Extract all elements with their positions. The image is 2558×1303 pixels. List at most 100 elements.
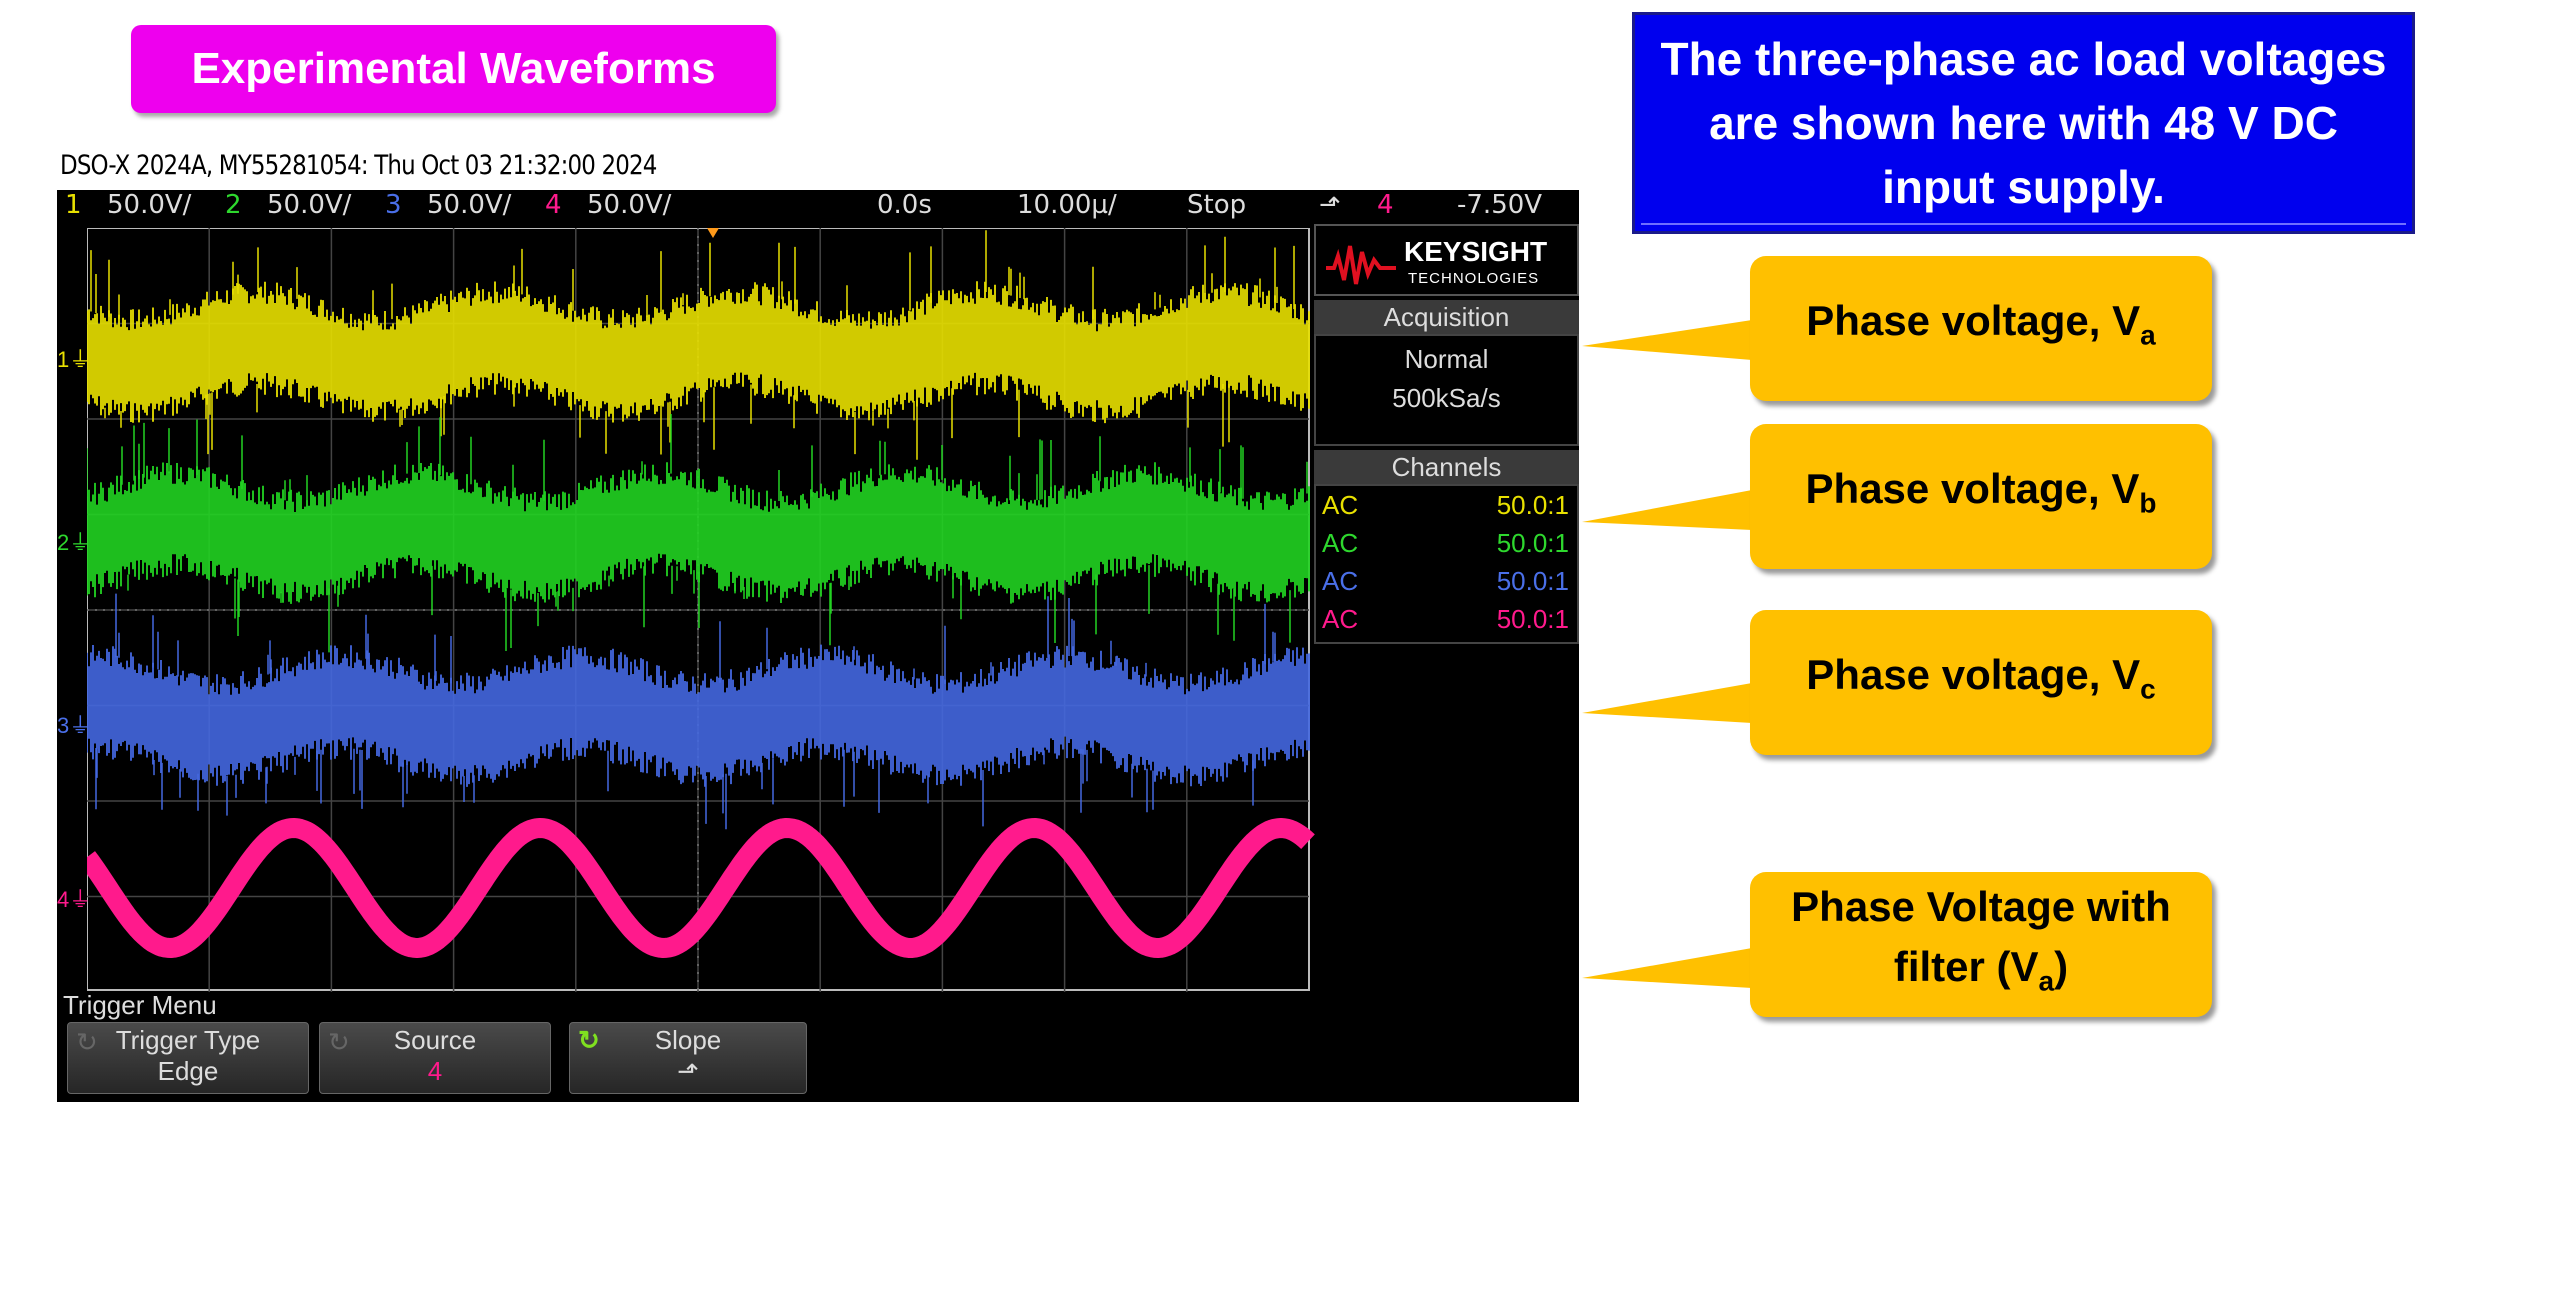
scope-header: DSO-X 2024A, MY55281054: Thu Oct 03 21:3…: [60, 150, 657, 181]
brand-name: KEYSIGHT: [1404, 236, 1548, 267]
channel-1-marker-label: 1: [57, 347, 70, 372]
callout-va: Phase voltage, Va: [1750, 256, 2212, 401]
acquisition-title: Acquisition: [1383, 302, 1510, 332]
time-scale[interactable]: 10.00µ/: [1017, 190, 1117, 220]
channel-probe: 50.0:1: [1496, 566, 1569, 596]
callout-text: Phase voltage, Vc: [1806, 645, 2155, 719]
ch3-scale[interactable]: 50.0V/: [427, 190, 512, 220]
acquisition-box: Normal 500kSa/s: [1314, 334, 1579, 446]
channel-4-marker[interactable]: 4⏚: [57, 882, 91, 922]
callout-text: Phase voltage, Vb: [1806, 459, 2157, 533]
callout-pointer: [1582, 320, 1752, 360]
channel-coupling: AC: [1322, 566, 1359, 596]
status-bar: 1 50.0V/ 2 50.0V/ 3 50.0V/ 4 50.0V/ 0.0s…: [57, 190, 1579, 223]
ch4-number[interactable]: 4: [545, 190, 562, 220]
softkey-bar: Trigger Menu ↻ Trigger Type Edge ↻ Sourc…: [57, 990, 1579, 1102]
softkey-value: 4: [427, 1056, 443, 1086]
callout-text-main: Phase voltage, V: [1806, 297, 2141, 345]
title-text: Experimental Waveforms: [191, 44, 716, 93]
waveform-traces: [87, 230, 1315, 958]
oscilloscope-screen: 1 50.0V/ 2 50.0V/ 3 50.0V/ 4 50.0V/ 0.0s…: [57, 190, 1579, 1102]
acquisition-mode: Normal: [1404, 344, 1489, 374]
ground-icon: ⏚: [69, 887, 92, 912]
side-panel: KEYSIGHT TECHNOLOGIES Acquisition Normal…: [1314, 224, 1579, 844]
channels-header[interactable]: Channels: [1314, 450, 1579, 484]
softkey-value: Edge: [157, 1056, 219, 1086]
channels-title: Channels: [1391, 452, 1502, 482]
channel-probe: 50.0:1: [1496, 490, 1569, 520]
callout-vb: Phase voltage, Vb: [1750, 424, 2212, 569]
channel-3-marker[interactable]: 3⏚: [57, 708, 91, 748]
trace-ch1-spikes: [90, 230, 1295, 460]
callout-pointer: [1582, 683, 1752, 723]
rotate-icon: ↻: [578, 1025, 600, 1055]
callout-va-filter: Phase Voltage with filter (Va): [1750, 872, 2212, 1017]
channel-3-marker-label: 3: [57, 713, 70, 738]
callout-text: Phase Voltage with filter (Va): [1790, 877, 2172, 1011]
waveform-display: [87, 228, 1315, 992]
channel-1-marker[interactable]: 1⏚: [57, 342, 91, 382]
trigger-slope-icon: ⬏: [1319, 190, 1341, 220]
channel-2-marker-label: 2: [57, 530, 70, 555]
ch2-scale[interactable]: 50.0V/: [267, 190, 352, 220]
menu-title: Trigger Menu: [63, 990, 217, 1020]
ground-icon: ⏚: [69, 347, 92, 372]
softkey-label: Trigger Type: [115, 1025, 261, 1055]
callout-text-main: Phase voltage, V: [1805, 465, 2140, 513]
channel-coupling: AC: [1322, 490, 1359, 520]
ch3-number[interactable]: 3: [385, 190, 402, 220]
softkey-slope[interactable]: ↻ Slope ⬏: [569, 1022, 807, 1094]
ch4-scale[interactable]: 50.0V/: [587, 190, 672, 220]
brand-subtitle: TECHNOLOGIES: [1408, 270, 1540, 287]
callout-subscript: c: [2140, 673, 2156, 705]
acquisition-header[interactable]: Acquisition: [1314, 300, 1579, 334]
channel-4-marker-label: 4: [57, 887, 70, 912]
channel-row[interactable]: AC 50.0:1: [1316, 486, 1577, 524]
callout-pointer: [1582, 948, 1752, 988]
run-state[interactable]: Stop: [1187, 190, 1247, 220]
ch1-scale[interactable]: 50.0V/: [107, 190, 192, 220]
softkey-trigger-type[interactable]: ↻ Trigger Type Edge: [67, 1022, 309, 1094]
softkey-source[interactable]: ↻ Source 4: [319, 1022, 551, 1094]
keysight-wave-icon: [1326, 245, 1396, 285]
channel-row[interactable]: AC 50.0:1: [1316, 562, 1577, 600]
trace-ch3: [87, 593, 1310, 830]
softkey-value: ⬏: [677, 1056, 699, 1086]
trace-ch1: [87, 230, 1310, 460]
ch2-number[interactable]: 2: [225, 190, 242, 220]
callout-pointer: [1582, 490, 1752, 530]
callout-text-end: ): [2054, 943, 2069, 991]
ground-icon: ⏚: [69, 713, 92, 738]
callout-text-main: Phase voltage, V: [1806, 651, 2141, 699]
trigger-position-marker[interactable]: [707, 228, 719, 238]
title-banner: Experimental Waveforms: [131, 25, 776, 113]
channels-box: AC 50.0:1 AC 50.0:1 AC 50.0:1 AC 50.0:1: [1314, 484, 1579, 644]
softkey-label: Slope: [654, 1025, 722, 1055]
channel-2-marker[interactable]: 2⏚: [57, 525, 91, 565]
callout-vc: Phase voltage, Vc: [1750, 610, 2212, 755]
keysight-logo: KEYSIGHT TECHNOLOGIES: [1314, 224, 1579, 296]
callout-subscript: a: [2140, 319, 2156, 351]
ch1-number[interactable]: 1: [65, 190, 82, 220]
trace-ch2: [87, 414, 1310, 653]
channel-row[interactable]: AC 50.0:1: [1316, 524, 1577, 562]
trace-ch1-band: [87, 281, 1310, 424]
info-box: The three-phase ac load voltages are sho…: [1632, 12, 2415, 234]
channel-row[interactable]: AC 50.0:1: [1316, 600, 1577, 638]
softkey-label: Source: [393, 1025, 477, 1055]
trigger-level[interactable]: -7.50V: [1457, 190, 1543, 220]
channel-coupling: AC: [1322, 604, 1359, 634]
trace-ch4: [87, 818, 1315, 958]
rotate-icon: ↻: [328, 1027, 350, 1057]
trace-ch2-spikes: [87, 414, 1308, 653]
callout-text: Phase voltage, Va: [1806, 291, 2155, 365]
acquisition-rate: 500kSa/s: [1392, 383, 1501, 413]
trigger-source[interactable]: 4: [1377, 190, 1394, 220]
callout-subscript: b: [2139, 487, 2157, 519]
channel-probe: 50.0:1: [1496, 604, 1569, 634]
ground-icon: ⏚: [69, 530, 92, 555]
time-offset[interactable]: 0.0s: [877, 190, 932, 220]
trace-ch2-band: [87, 462, 1310, 604]
info-text: The three-phase ac load voltages are sho…: [1660, 33, 2387, 213]
channel-probe: 50.0:1: [1496, 528, 1569, 558]
